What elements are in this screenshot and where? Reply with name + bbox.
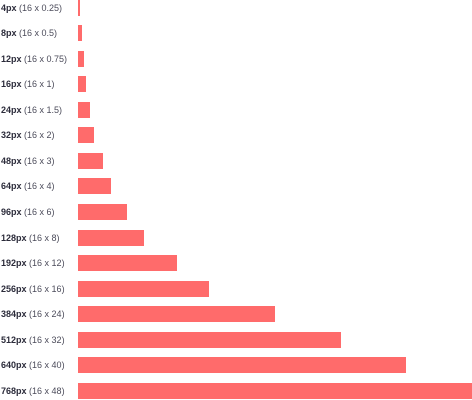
px-expression: (16 x 12) (29, 258, 65, 268)
scale-row-768px: 768px (16 x 48) (0, 383, 472, 399)
scale-bar (78, 51, 85, 67)
px-expression: (16 x 0.75) (24, 54, 68, 64)
scale-row-640px: 640px (16 x 40) (0, 357, 472, 373)
scale-bar (78, 255, 177, 271)
px-expression: (16 x 8) (29, 233, 60, 243)
scale-bar (78, 178, 111, 194)
scale-row-label: 32px (16 x 2) (1, 127, 55, 143)
px-value: 640px (1, 360, 27, 370)
px-expression: (16 x 16) (29, 284, 65, 294)
scale-row-label: 640px (16 x 40) (1, 357, 65, 373)
scale-row-label: 16px (16 x 1) (1, 76, 55, 92)
scale-row-label: 192px (16 x 12) (1, 255, 65, 271)
scale-row-128px: 128px (16 x 8) (0, 230, 472, 246)
scale-row-24px: 24px (16 x 1.5) (0, 102, 472, 118)
scale-row-96px: 96px (16 x 6) (0, 204, 472, 220)
px-expression: (16 x 2) (24, 130, 55, 140)
px-value: 4px (1, 3, 17, 13)
scale-row-64px: 64px (16 x 4) (0, 178, 472, 194)
scale-row-label: 384px (16 x 24) (1, 306, 65, 322)
px-expression: (16 x 0.25) (19, 3, 63, 13)
px-value: 128px (1, 233, 27, 243)
px-expression: (16 x 1.5) (24, 105, 63, 115)
px-value: 24px (1, 105, 22, 115)
scale-row-label: 256px (16 x 16) (1, 281, 65, 297)
px-value: 48px (1, 156, 22, 166)
scale-bar (78, 306, 275, 322)
px-expression: (16 x 1) (24, 79, 55, 89)
scale-row-label: 12px (16 x 0.75) (1, 51, 67, 67)
scale-row-8px: 8px (16 x 0.5) (0, 25, 472, 41)
px-value: 768px (1, 386, 27, 396)
px-value: 16px (1, 79, 22, 89)
scale-bar (78, 153, 103, 169)
scale-row-192px: 192px (16 x 12) (0, 255, 472, 271)
px-value: 64px (1, 181, 22, 191)
px-expression: (16 x 6) (24, 207, 55, 217)
scale-bar (78, 204, 128, 220)
scale-bar (78, 383, 472, 399)
scale-bar (78, 357, 407, 373)
scale-row-16px: 16px (16 x 1) (0, 76, 472, 92)
scale-row-label: 48px (16 x 3) (1, 153, 55, 169)
scale-row-label: 512px (16 x 32) (1, 332, 65, 348)
px-value: 12px (1, 54, 22, 64)
px-value: 512px (1, 335, 27, 345)
px-expression: (16 x 3) (24, 156, 55, 166)
scale-row-label: 4px (16 x 0.25) (1, 0, 62, 16)
scale-row-48px: 48px (16 x 3) (0, 153, 472, 169)
px-expression: (16 x 0.5) (19, 28, 58, 38)
scale-row-512px: 512px (16 x 32) (0, 332, 472, 348)
scale-bar (78, 102, 91, 118)
px-value: 192px (1, 258, 27, 268)
px-expression: (16 x 24) (29, 309, 65, 319)
scale-row-label: 768px (16 x 48) (1, 383, 65, 399)
scale-bar (78, 76, 87, 92)
px-expression: (16 x 48) (29, 386, 65, 396)
scale-row-384px: 384px (16 x 24) (0, 306, 472, 322)
px-value: 256px (1, 284, 27, 294)
px-value: 8px (1, 28, 17, 38)
px-expression: (16 x 4) (24, 181, 55, 191)
scale-row-label: 8px (16 x 0.5) (1, 25, 57, 41)
scale-row-12px: 12px (16 x 0.75) (0, 51, 472, 67)
scale-row-256px: 256px (16 x 16) (0, 281, 472, 297)
px-value: 96px (1, 207, 22, 217)
scale-bar (78, 332, 341, 348)
px-expression: (16 x 40) (29, 360, 65, 370)
px-expression: (16 x 32) (29, 335, 65, 345)
scale-row-32px: 32px (16 x 2) (0, 127, 472, 143)
scale-row-4px: 4px (16 x 0.25) (0, 0, 472, 16)
scale-row-label: 24px (16 x 1.5) (1, 102, 62, 118)
px-value: 384px (1, 309, 27, 319)
scale-row-label: 64px (16 x 4) (1, 178, 55, 194)
scale-row-label: 96px (16 x 6) (1, 204, 55, 220)
scale-bar (78, 0, 81, 16)
scale-row-label: 128px (16 x 8) (1, 230, 60, 246)
scale-bar (78, 230, 144, 246)
scale-bar (78, 25, 83, 41)
scale-bar (78, 127, 95, 143)
scale-bar (78, 281, 210, 297)
px-value: 32px (1, 130, 22, 140)
